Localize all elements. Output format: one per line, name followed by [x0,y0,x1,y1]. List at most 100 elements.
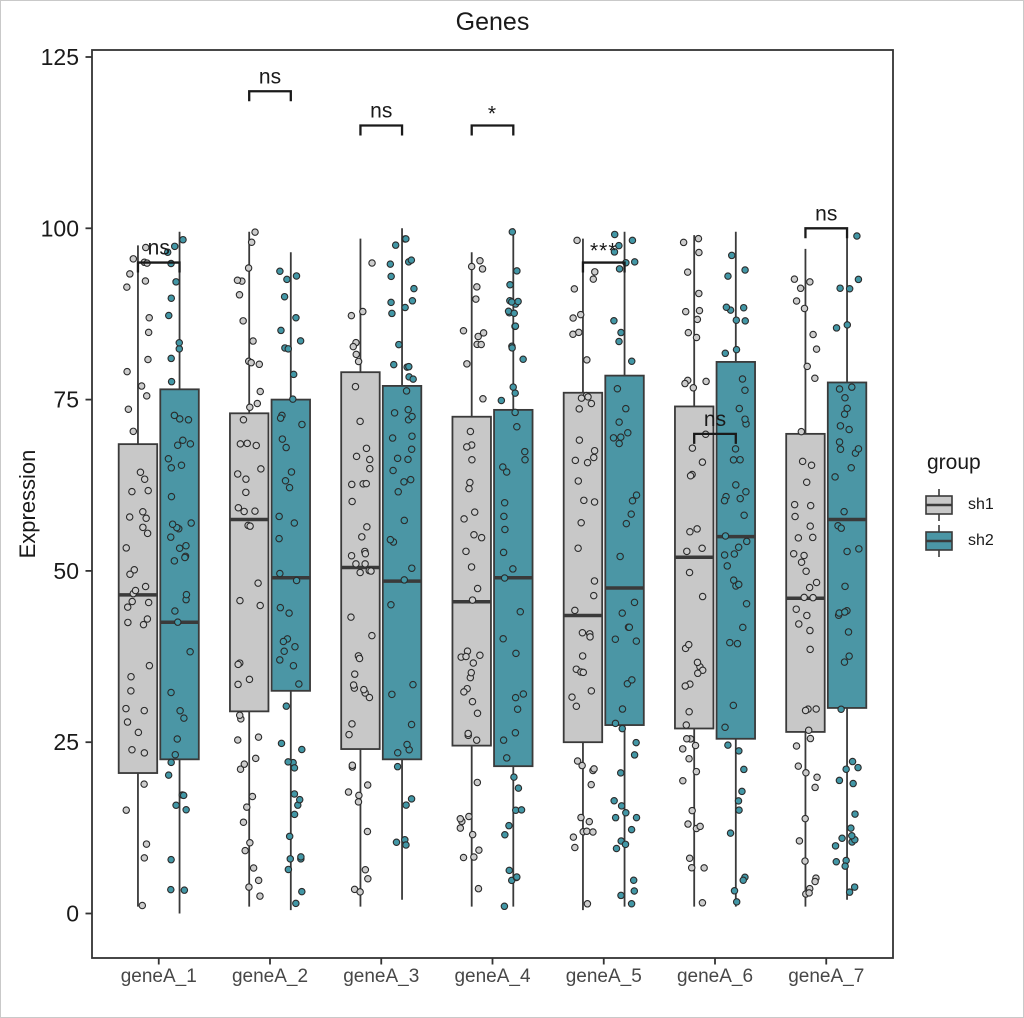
jitter-point [409,375,417,383]
jitter-point [365,693,374,702]
jitter-point [575,328,583,337]
jitter-point [501,525,509,534]
jitter-point [683,547,691,556]
jitter-point [853,232,861,240]
jitter-point [854,445,863,453]
jitter-point [513,267,521,275]
y-tick-label: 50 [53,558,79,584]
jitter-point [360,685,368,694]
jitter-point [255,360,264,369]
jitter-point [400,516,409,525]
jitter-point [140,749,149,757]
jitter-point [616,769,625,777]
jitter-point [402,387,411,395]
jitter-point [622,519,631,528]
jitter-point [137,382,146,390]
jitter-point [366,464,374,473]
jitter-point [841,862,849,870]
jitter-point [627,825,636,834]
jitter-point [587,687,596,695]
jitter-point [519,355,527,364]
jitter-point [506,281,514,289]
jitter-point [836,422,845,430]
jitter-point [163,248,172,256]
jitter-point [854,275,863,284]
jitter-point [404,455,412,464]
jitter-point [621,840,630,849]
jitter-point [292,272,301,280]
jitter-point [284,345,293,353]
jitter-point [732,481,740,489]
jitter-point [139,523,147,532]
jitter-point [354,357,363,366]
jitter-point [698,899,707,907]
jitter-point [167,294,176,302]
jitter-point [615,265,624,273]
significance-bracket [359,124,404,136]
jitter-point [521,447,529,456]
jitter-point [844,628,853,636]
jitter-point [790,275,799,283]
jitter-point [187,519,195,527]
jitter-point [463,443,471,451]
jitter-point [850,883,859,891]
jitter-point [510,309,518,317]
jitter-point [182,590,191,599]
jitter-point [460,688,468,696]
jitter-point [386,260,395,268]
legend-label-sh2: sh2 [968,532,994,549]
jitter-point [387,298,395,307]
jitter-point [509,383,517,391]
significance-bracket [804,227,849,239]
jitter-point [811,877,819,886]
jitter-point [466,427,475,436]
jitter-point [698,592,707,601]
jitter-point [741,317,749,325]
jitter-point [390,409,399,417]
significance-geneA_1: ns [136,237,181,273]
jitter-point [246,403,254,411]
jitter-point [365,455,374,464]
jitter-point [519,690,528,698]
jitter-point [475,846,483,854]
jitter-point [240,760,249,768]
jitter-point [571,456,580,465]
jitter-point [472,295,480,303]
jitter-point [832,857,841,866]
jitter-point [167,688,175,697]
jitter-point [691,741,700,750]
jitter-point [257,465,265,473]
legend: group sh1 sh2 [925,451,1023,561]
jitter-point [802,478,811,486]
jitter-point [409,680,417,689]
jitter-point [356,568,364,577]
jitter-point [254,579,262,587]
jitter-point [256,601,264,610]
jitter-point [843,547,851,556]
significance-geneA_2: ns [248,65,292,102]
jitter-point [627,900,636,908]
jitter-point [628,497,637,505]
jitter-point [722,303,731,312]
jitter-point [794,762,803,770]
jitter-point [724,272,732,280]
jitter-point [356,888,364,896]
jitter-point [456,815,465,823]
jitter-point [730,887,739,895]
jitter-point [628,236,637,245]
jitter-point [688,806,696,815]
box-geneA_6-sh1 [674,235,715,907]
jitter-point [569,314,577,322]
jitter-point [501,831,509,839]
jitter-point [688,444,697,452]
jitter-point [849,779,857,788]
jitter-point [393,748,402,757]
jitter-point [465,812,473,821]
jitter-point [743,537,751,546]
jitter-point [180,714,188,722]
significance-geneA_3: ns [359,100,404,136]
jitter-point [580,496,588,505]
significance-label: ns [370,100,392,123]
x-tick-label: geneA_7 [788,966,864,987]
jitter-point [407,256,416,264]
